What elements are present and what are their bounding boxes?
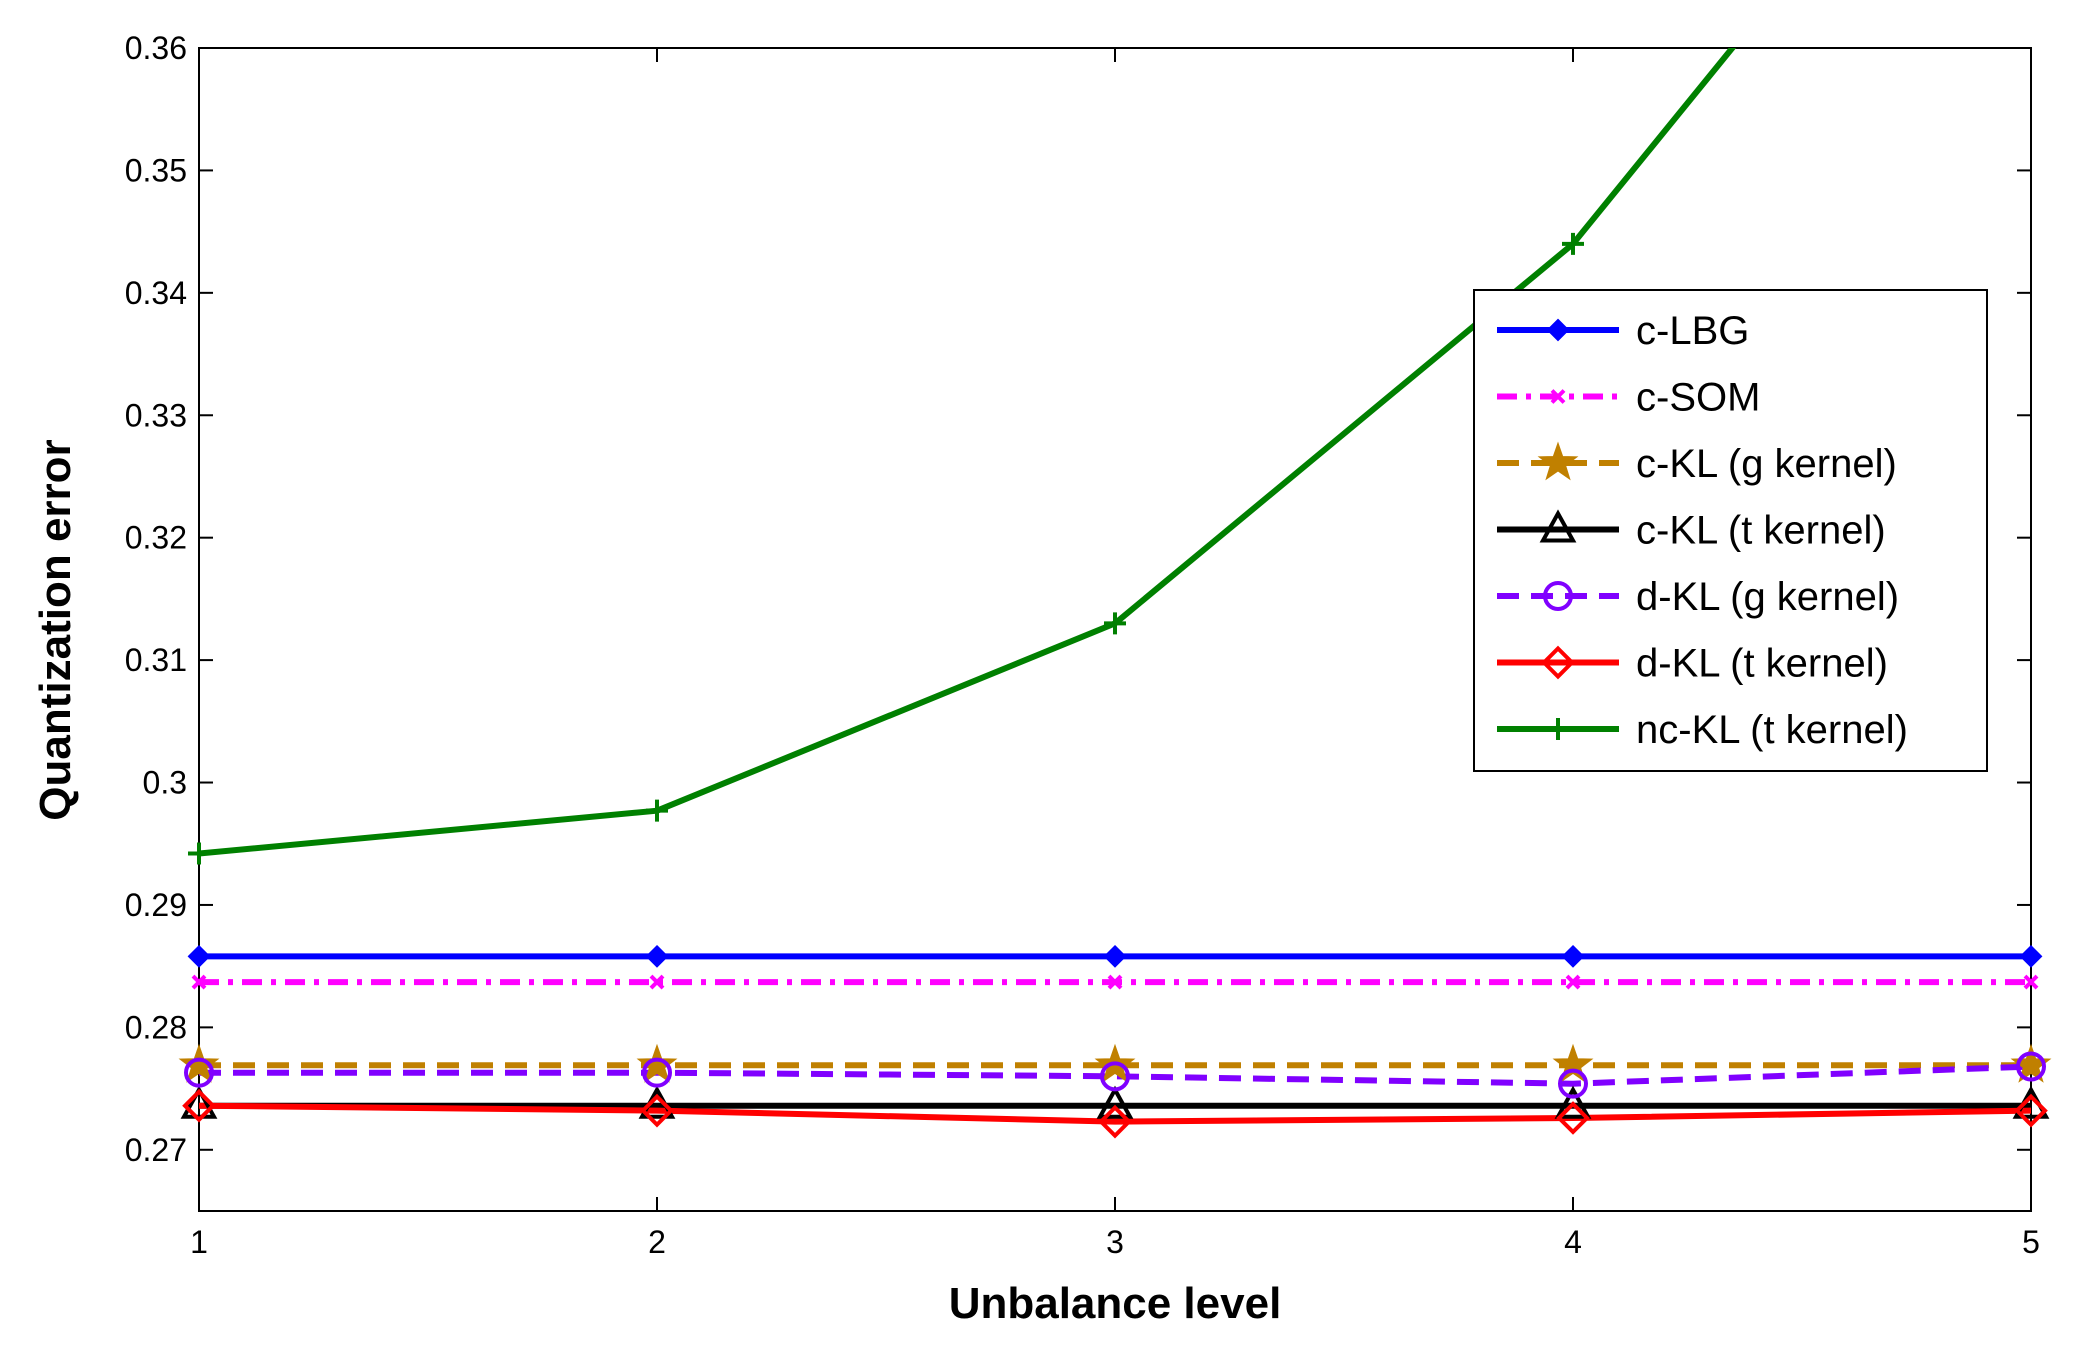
legend-marker: [1543, 581, 1573, 611]
markers-layer: [178, 232, 2052, 1139]
y-tick-label: 0.31: [125, 642, 187, 678]
data-point: [187, 944, 211, 968]
data-point: [1103, 944, 1127, 968]
legend-marker: [1539, 509, 1577, 543]
x-tick-label: 3: [1106, 1224, 1124, 1260]
y-axis-ticks: 0.27 0.28 0.29 0.3 0.31 0.32 0.33 0.34 0.35 0.36: [125, 30, 2031, 1168]
legend-item: c-KL (g kernel): [1497, 441, 1897, 486]
data-point: [645, 944, 669, 968]
y-tick-label: 0.33: [125, 397, 187, 433]
legend-label: nc-KL (t kernel): [1636, 708, 1908, 752]
y-axis-label: Quantization error: [31, 439, 80, 820]
data-point: [2019, 944, 2043, 968]
data-point: [182, 1088, 216, 1123]
legend-item: c-SOM: [1497, 376, 1760, 420]
legend-item: nc-KL (t kernel): [1497, 708, 1908, 752]
x-tick-label: 4: [1564, 1224, 1582, 1260]
x-tick-label: 1: [190, 1224, 208, 1260]
data-point: [191, 974, 207, 990]
data-point: [642, 1057, 672, 1088]
data-point: [646, 799, 668, 822]
x-axis-ticks: 1 2 3 4 5: [190, 48, 2040, 1260]
y-tick-label: 0.27: [125, 1132, 187, 1168]
data-point: [1107, 974, 1123, 990]
data-point: [1561, 944, 1585, 968]
y-tick-label: 0.3: [143, 765, 187, 801]
data-point: [178, 1043, 220, 1083]
legend-label: c-LBG: [1636, 309, 1749, 353]
data-point: [188, 842, 210, 865]
data-point: [1096, 1085, 1134, 1119]
data-point: [184, 1057, 214, 1088]
legend-label: c-KL (t kernel): [1636, 509, 1886, 553]
y-tick-label: 0.32: [125, 520, 187, 556]
legend-marker: [1537, 441, 1579, 481]
data-point: [1565, 974, 1581, 990]
data-point: [649, 974, 665, 990]
data-point: [1554, 1085, 1592, 1119]
x-tick-label: 2: [648, 1224, 666, 1260]
data-point: [2016, 1051, 2046, 1082]
data-point: [640, 1093, 674, 1128]
legend-label: c-KL (g kernel): [1636, 442, 1897, 486]
legend-label: c-SOM: [1636, 376, 1760, 420]
legend-item: d-KL (t kernel): [1497, 642, 1888, 686]
data-point: [1562, 232, 1584, 255]
data-point: [1098, 1104, 1132, 1139]
x-axis-label: Unbalance level: [949, 1279, 1282, 1328]
legend-item: c-LBG: [1497, 309, 1749, 353]
legend: c-LBG c-SOM c-KL (g kernel) c-KL (t kernel)…: [1473, 289, 1988, 772]
legend-marker: [1550, 389, 1566, 404]
y-tick-label: 0.34: [125, 275, 187, 311]
legend-label: d-KL (g kernel): [1636, 575, 1899, 619]
data-point: [1104, 612, 1126, 635]
series-line: [199, 1102, 2031, 1125]
data-point: [180, 1085, 218, 1119]
data-point: [636, 1043, 678, 1083]
y-tick-label: 0.36: [125, 30, 187, 66]
data-point: [1556, 1101, 1590, 1135]
data-point: [2023, 974, 2039, 990]
legend-item: c-KL (t kernel): [1497, 509, 1886, 553]
data-point: [2010, 1043, 2052, 1083]
y-tick-label: 0.35: [125, 152, 187, 188]
data-point: [2014, 1093, 2048, 1128]
data-point: [1552, 1043, 1594, 1083]
legend-marker: [1547, 718, 1569, 740]
legend-item: d-KL (g kernel): [1497, 575, 1899, 619]
y-tick-label: 0.28: [125, 1009, 187, 1045]
x-tick-label: 5: [2022, 1224, 2040, 1260]
legend-marker: [1541, 645, 1575, 680]
legend-label: d-KL (t kernel): [1636, 642, 1888, 686]
data-point: [1558, 1068, 1588, 1099]
legend-marker: [1546, 318, 1570, 342]
y-tick-label: 0.29: [125, 887, 187, 923]
data-point: [1100, 1061, 1130, 1092]
